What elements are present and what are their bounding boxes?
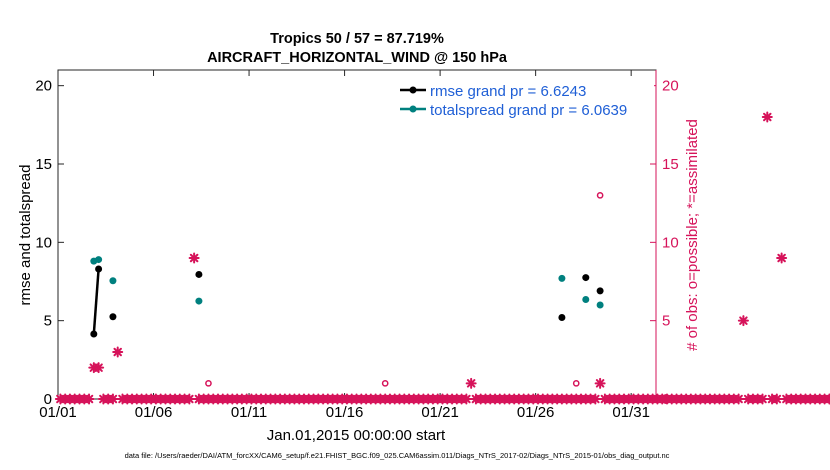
obs-star-stroke	[84, 394, 94, 404]
chart-title-line2: AIRCRAFT_HORIZONTAL_WIND @ 150 hPa	[207, 50, 508, 66]
x-tick-label: 01/11	[231, 404, 267, 421]
rmse-point	[195, 270, 203, 278]
rmse-line	[92, 268, 100, 335]
obs-star-stroke	[758, 394, 767, 404]
obs-assimilated-marker	[589, 393, 601, 405]
obs-assimilated-marker	[733, 393, 745, 405]
obs-star-stroke	[595, 379, 605, 388]
obs-assimilated-marker	[460, 393, 472, 405]
obs-assimilated-marker	[107, 393, 119, 405]
obs-assimilated-marker	[594, 377, 606, 389]
y-right-tick-label: 5	[662, 313, 670, 330]
obs-assimilated-marker	[757, 393, 769, 405]
y-left-tick-label: 0	[44, 391, 52, 408]
rmse-point	[596, 287, 604, 295]
totalspread-point	[195, 297, 203, 305]
obs-assimilated-marker	[737, 315, 749, 327]
obs-assimilated-marker	[465, 377, 477, 389]
obs-star-stroke	[825, 396, 830, 404]
legend-totalspread-marker	[409, 105, 417, 113]
y-left-tick-label: 10	[35, 234, 52, 251]
obs-star-stroke	[462, 394, 471, 404]
y-axis-right-label: # of obs: o=possible; *=assimilated	[684, 119, 701, 351]
legend-rmse-label: rmse grand pr = 6.6243	[430, 83, 586, 100]
data-file-footer: data file: /Users/raeder/DAI/ATM_forcXX/…	[125, 451, 670, 460]
totalspread-point	[596, 301, 604, 309]
y-left-tick-label: 15	[35, 156, 52, 173]
rmse-point	[582, 274, 590, 282]
y-left-tick-label: 20	[35, 78, 52, 95]
plot-area	[57, 69, 657, 400]
y-axis-left-ticks: 0 5 10 15 20	[35, 78, 64, 408]
y-left-tick-label: 5	[44, 313, 52, 330]
obs-star-stroke	[763, 112, 772, 122]
x-tick-label: 01/06	[135, 404, 173, 421]
x-tick-label: 01/31	[612, 404, 650, 421]
legend: rmse grand pr = 6.6243 totalspread grand…	[396, 78, 654, 122]
obs-star-stroke	[113, 347, 122, 357]
obs-assimilated-marker	[776, 252, 788, 264]
obs-star-stroke	[185, 394, 194, 404]
x-tick-label: 01/26	[517, 404, 555, 421]
obs-star-stroke	[94, 363, 103, 372]
obs-possible-marker	[572, 379, 580, 387]
obs-count-markers	[54, 111, 830, 405]
rmse-point	[90, 330, 98, 338]
obs-assimilated-marker	[93, 362, 105, 374]
chart-title-line1: Tropics 50 / 57 = 87.719%	[270, 31, 444, 47]
x-axis-label: Jan.01,2015 00:00:00 start	[267, 427, 446, 444]
obs-possible-marker	[596, 191, 604, 199]
totalspread-point	[95, 256, 103, 264]
obs-star-stroke	[777, 253, 786, 263]
y-right-tick-label: 15	[662, 156, 679, 173]
obs-assimilated-marker	[183, 393, 195, 405]
series-markers	[90, 256, 604, 338]
obs-possible-marker	[381, 379, 389, 387]
obs-assimilated-marker	[188, 252, 200, 264]
x-tick-label: 01/16	[326, 404, 364, 421]
obs-star-stroke	[591, 394, 600, 404]
y-axis-left-label: rmse and totalspread	[17, 165, 34, 306]
obs-star-stroke	[772, 394, 782, 404]
obs-assimilated-marker	[771, 393, 783, 405]
obs-star-stroke	[739, 316, 748, 325]
obs-star-stroke	[466, 379, 476, 388]
rmse-point	[95, 265, 103, 273]
legend-rmse-marker	[409, 86, 417, 94]
x-tick-label: 01/01	[39, 404, 77, 421]
obs-star-stroke	[189, 253, 199, 263]
obs-star-stroke	[734, 394, 743, 404]
rmse-point	[558, 314, 566, 322]
obs-possible-marker	[205, 379, 212, 387]
x-tick-label: 01/21	[421, 404, 459, 421]
obs-assimilated-marker	[823, 393, 830, 405]
totalspread-point	[109, 277, 117, 285]
rmse-point	[109, 313, 117, 321]
obs-assimilated-marker	[761, 111, 773, 123]
totalspread-point	[558, 274, 566, 282]
legend-totalspread-label: totalspread grand pr = 6.0639	[430, 102, 627, 119]
y-right-tick-label: 10	[662, 234, 679, 251]
legend-box	[396, 78, 654, 122]
totalspread-point	[582, 296, 590, 304]
y-right-tick-label: 20	[662, 78, 679, 95]
obs-assimilated-marker	[112, 346, 124, 358]
obs-star-stroke	[108, 394, 118, 404]
obs-assimilated-marker	[83, 393, 95, 405]
